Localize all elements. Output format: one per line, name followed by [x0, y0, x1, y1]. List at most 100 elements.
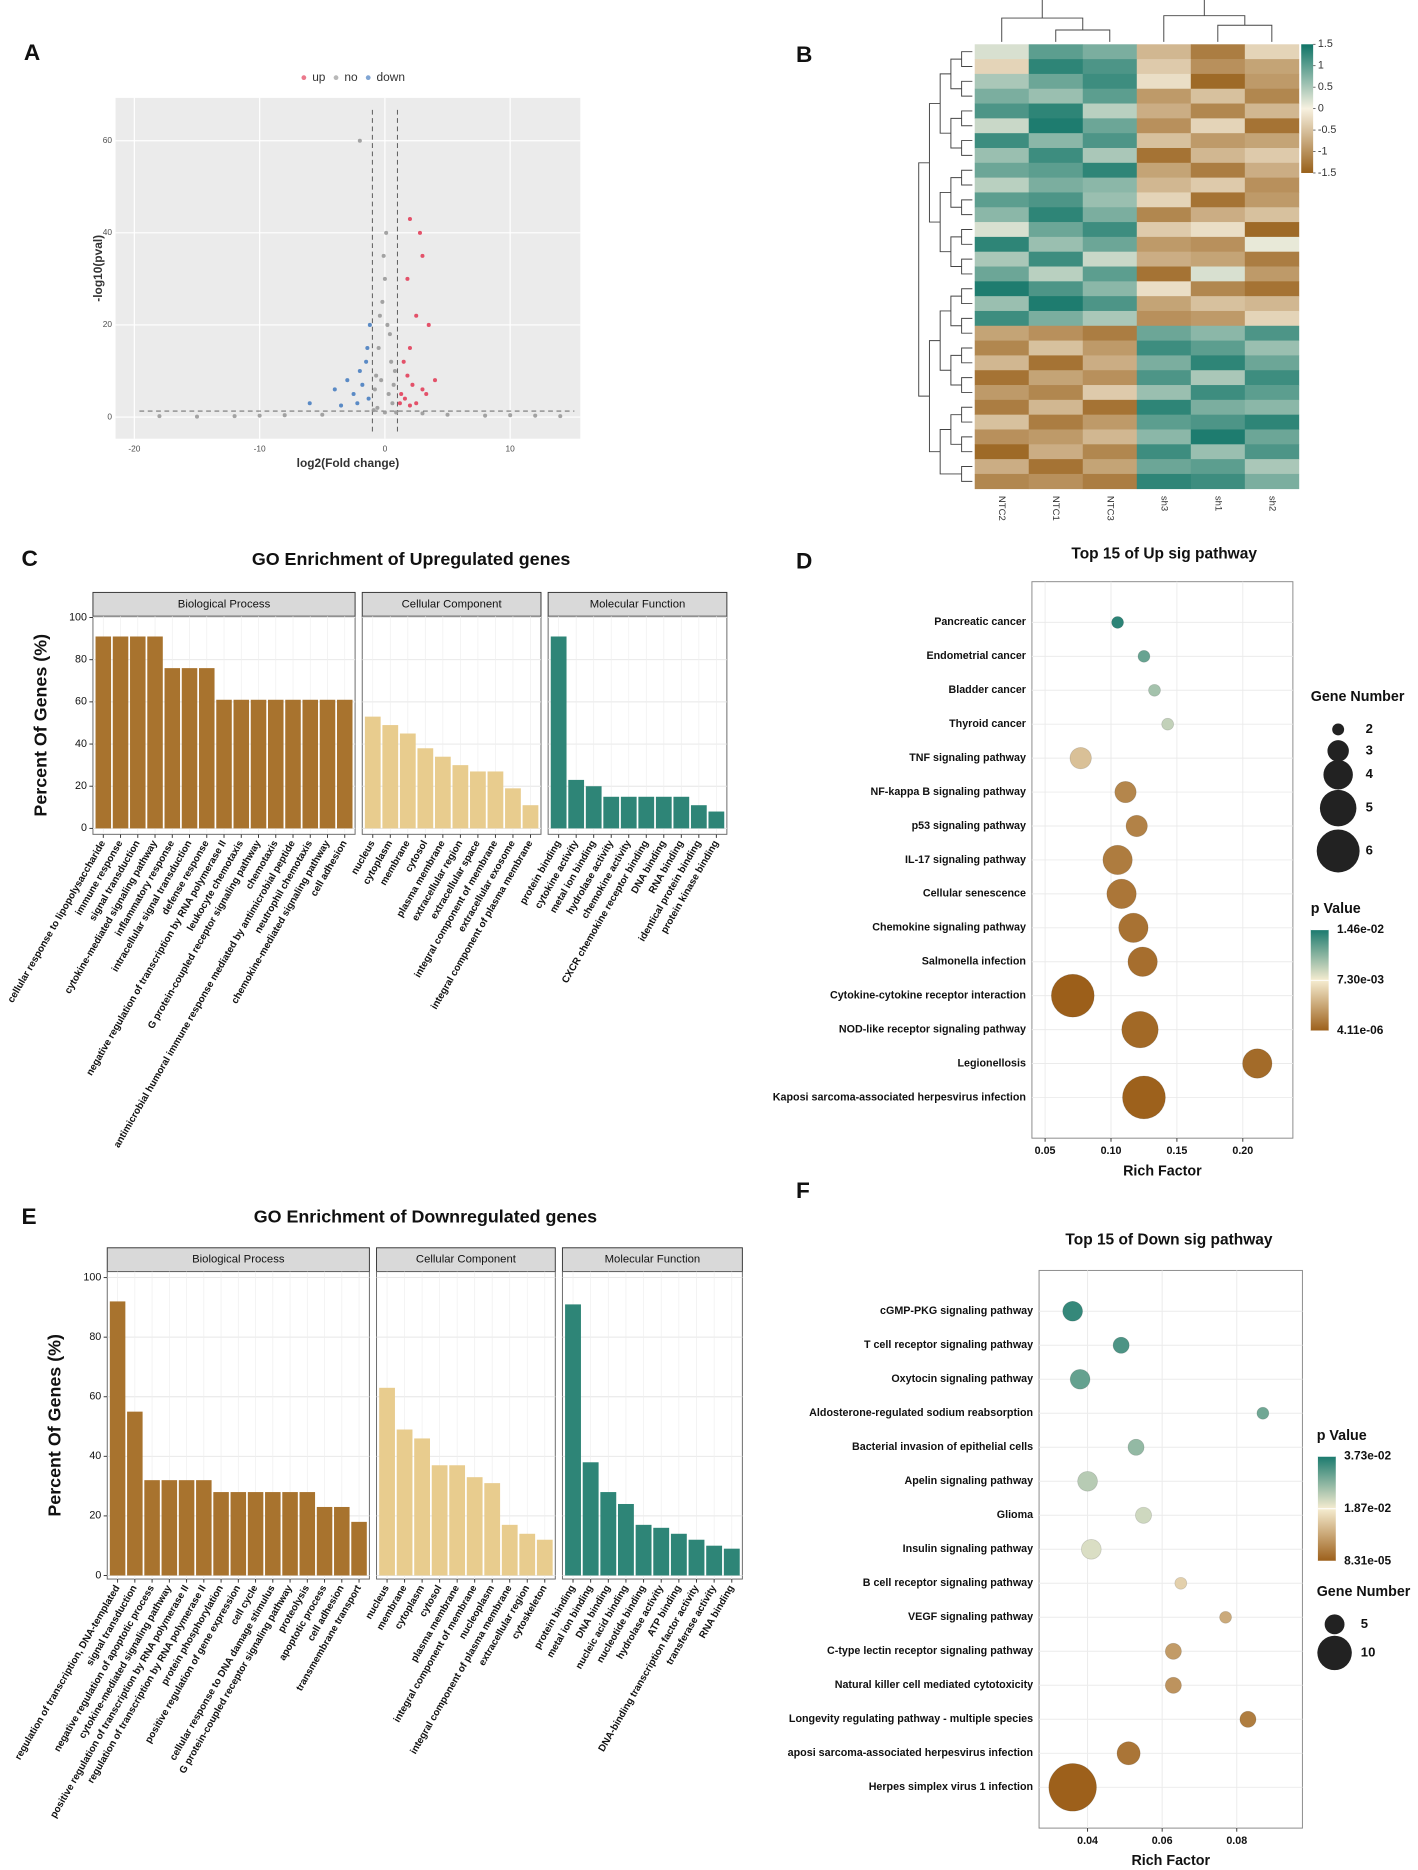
bar [635, 1524, 652, 1576]
bar [690, 805, 707, 829]
point [424, 392, 429, 397]
colorbar-label: 8.31e-05 [1344, 1553, 1391, 1567]
point [420, 387, 425, 392]
x-tick-label: 0.10 [1101, 1145, 1122, 1157]
y-tick-label: Kaposi sarcoma-associated herpesvirus in… [773, 1091, 1026, 1103]
heatmap-cell [1244, 429, 1300, 445]
bubble [1135, 1506, 1152, 1524]
heatmap-cell [1244, 162, 1300, 178]
heatmap-cell [1190, 222, 1246, 238]
heatmap-cell [1190, 162, 1246, 178]
point [345, 378, 350, 383]
heatmap-cell [1190, 281, 1246, 297]
bar [673, 796, 690, 829]
column-label: sh1 [1212, 496, 1223, 511]
legend-title: p Value [1311, 901, 1361, 917]
heatmap-cell [974, 325, 1030, 341]
facet-label: Molecular Function [605, 1254, 701, 1266]
legend-bubble [1316, 829, 1360, 873]
bar [336, 699, 353, 829]
heatmap-cell [1082, 325, 1138, 341]
y-tick-label: 0 [95, 1569, 101, 1581]
heatmap-cell [974, 355, 1030, 371]
bubble [1164, 1642, 1182, 1660]
chart-title: GO Enrichment of Upregulated genes [252, 549, 571, 569]
point [257, 413, 262, 418]
bar [233, 699, 250, 829]
point [364, 359, 369, 364]
heatmap-cell [1244, 325, 1300, 341]
heatmap-cell [974, 340, 1030, 356]
point [426, 322, 431, 327]
heatmap-cell [974, 44, 1030, 60]
heatmap-cell [1028, 59, 1084, 75]
bubble [1048, 1763, 1097, 1812]
heatmap-cell [1244, 88, 1300, 104]
point [389, 359, 394, 364]
heatmap-cell [1136, 325, 1192, 341]
x-tick-label: 0.05 [1035, 1145, 1056, 1157]
heatmap-cell [1136, 59, 1192, 75]
heatmap-cell [1190, 103, 1246, 119]
bar [603, 796, 620, 829]
bubble [1242, 1048, 1273, 1079]
y-tick-label: Salmonella infection [922, 956, 1026, 968]
heatmap-cell [1244, 281, 1300, 297]
heatmap-cell [1082, 162, 1138, 178]
bar [620, 796, 637, 829]
bar [282, 1492, 298, 1576]
bar [653, 1527, 670, 1576]
y-tick-label: C-type lectin receptor signaling pathway [827, 1645, 1033, 1657]
heatmap-cell [1082, 266, 1138, 282]
bubble [1062, 1300, 1083, 1322]
point [405, 373, 410, 378]
x-tick-label: -20 [128, 444, 140, 454]
bar [568, 779, 585, 829]
bar [250, 699, 267, 829]
heatmap-cell [1028, 355, 1084, 371]
heatmap-cell [1244, 473, 1300, 490]
point [407, 216, 412, 222]
point [157, 414, 162, 419]
point [387, 332, 392, 337]
heatmap-cell [974, 162, 1030, 178]
heatmap-cell [1028, 44, 1084, 60]
heatmap-cell [974, 207, 1030, 223]
heatmap-cell [1028, 296, 1084, 312]
bubble [1102, 844, 1133, 876]
colorbar-label: 0 [1318, 102, 1324, 114]
dendrogram [950, 58, 962, 90]
dendrogram [950, 117, 962, 149]
point [391, 382, 396, 387]
point [508, 413, 513, 418]
point [374, 373, 379, 378]
legend-label: no [344, 70, 358, 84]
facet-label: Molecular Function [590, 598, 686, 610]
bar [414, 1438, 430, 1576]
heatmap-cell [974, 473, 1030, 490]
heatmap-cell [974, 118, 1030, 134]
bar [216, 699, 232, 829]
heatmap-cell [1136, 429, 1192, 445]
heatmap-cell [1190, 251, 1246, 267]
y-tick-label: 40 [75, 738, 87, 750]
bar [466, 1477, 483, 1576]
point [332, 387, 337, 392]
heatmap-cell [1082, 88, 1138, 104]
dendrogram [950, 177, 962, 208]
heatmap-cell [1190, 340, 1246, 356]
heatmap-cell [1136, 399, 1192, 416]
heatmap-cell [1244, 266, 1300, 282]
legend-bubble [1317, 1635, 1352, 1671]
panel-letter: C [21, 546, 37, 571]
y-tick-label: 0 [81, 822, 87, 834]
legend-label: 6 [1366, 842, 1373, 857]
y-tick-label: aposi sarcoma-associated herpesvirus inf… [788, 1747, 1033, 1759]
dendrogram [950, 295, 962, 327]
point [401, 359, 406, 364]
bar [452, 765, 469, 829]
point [376, 345, 381, 351]
bubble [1122, 1075, 1166, 1120]
chart-title: GO Enrichment of Downregulated genes [254, 1207, 597, 1227]
